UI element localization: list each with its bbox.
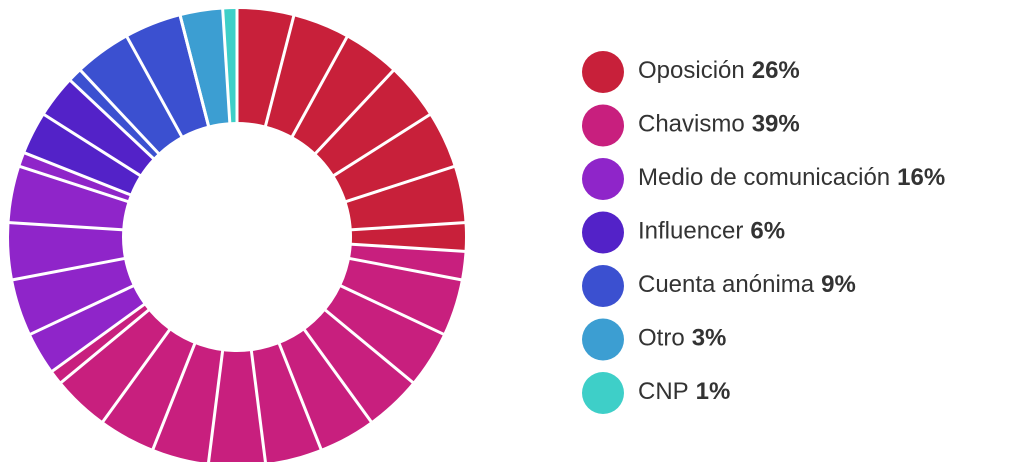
legend-label: Otro — [638, 325, 685, 352]
legend-value: 16% — [897, 164, 945, 191]
segment-separator — [58, 307, 151, 385]
legend-swatch — [582, 318, 624, 361]
legend-swatch — [582, 51, 624, 93]
segment-separator — [331, 112, 432, 178]
legend-swatch — [582, 104, 624, 147]
legend-swatch — [582, 158, 624, 200]
segment-separator — [206, 348, 225, 466]
legend-value: 6% — [750, 218, 785, 245]
segment-separator — [42, 112, 143, 178]
segment-separator — [263, 13, 296, 128]
segment-separator — [338, 283, 446, 337]
segment-separator — [17, 164, 130, 204]
segment-separator — [249, 348, 268, 466]
legend-entry: CNP 1% — [638, 378, 730, 405]
donut-slice — [222, 9, 237, 123]
segment-separator — [349, 221, 467, 232]
legend-swatch — [582, 265, 624, 307]
segment-separator — [344, 164, 457, 204]
segment-separator — [150, 341, 197, 452]
legend-label: Medio de comunicación — [638, 164, 890, 191]
legend-label: CNP — [638, 378, 689, 405]
legend-label: Chavismo — [638, 111, 745, 138]
slice-separator — [349, 242, 467, 253]
legend-value: 3% — [692, 325, 727, 352]
segment-separator — [100, 327, 172, 424]
legend-label: Influencer — [638, 218, 743, 245]
legend-entry: Oposición 26% — [638, 57, 800, 84]
segment-separator — [323, 307, 416, 385]
slice-separator — [50, 302, 147, 374]
legend-value: 39% — [752, 111, 800, 138]
legend-entry: Medio de comunicación 16% — [638, 164, 945, 191]
segment-separator — [277, 341, 324, 452]
legend-entry: Cuenta anónima 9% — [638, 271, 856, 298]
segment-separator — [7, 221, 125, 232]
segment-separator — [313, 68, 396, 156]
donut-slice — [8, 153, 144, 372]
legend-entry: Influencer 6% — [638, 218, 785, 245]
donut-slice — [237, 9, 465, 252]
legend-value: 26% — [752, 57, 800, 84]
legend-label: Oposición — [638, 57, 745, 84]
slice-separator — [178, 13, 211, 128]
segment-separator — [290, 34, 350, 139]
legend-swatch — [582, 372, 624, 414]
legend-value: 9% — [821, 271, 856, 298]
segment-separator — [28, 283, 136, 337]
segment-separator — [124, 34, 184, 139]
segment-separator — [10, 256, 127, 282]
slice-separator — [68, 78, 156, 161]
segment-separator — [78, 68, 161, 156]
slice-separator — [22, 150, 133, 197]
slice-separator — [221, 7, 232, 125]
legend-value: 1% — [696, 378, 731, 405]
donut-slice — [180, 9, 230, 126]
segment-separator — [347, 256, 464, 282]
donut-slice — [25, 80, 154, 195]
segment-separator — [302, 327, 374, 424]
legend-entry: Otro 3% — [638, 325, 726, 352]
legend-swatch — [582, 211, 624, 254]
legend-entry: Chavismo 39% — [638, 111, 800, 138]
legend-label: Cuenta anónima — [638, 271, 815, 298]
